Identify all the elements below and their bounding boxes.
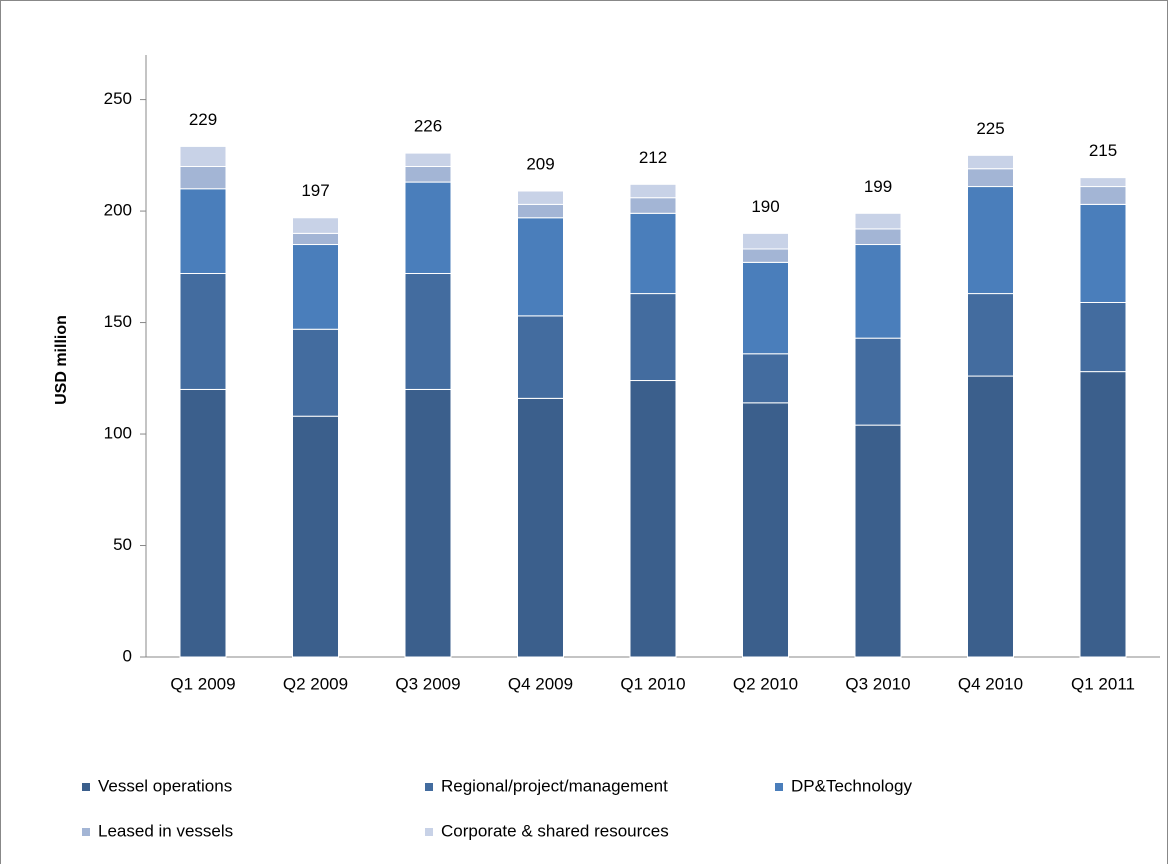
bar-segment [404, 388, 452, 658]
bar-segment [967, 375, 1014, 658]
bar-segment [742, 232, 789, 250]
total-label: 229 [189, 110, 217, 129]
x-tick-label: Q4 2010 [958, 674, 1023, 693]
y-tick-label: 0 [123, 646, 132, 665]
bar-segment [517, 217, 564, 317]
bar-segment [629, 183, 677, 199]
bar-segment [967, 186, 1014, 295]
x-tick-label: Q4 2009 [508, 674, 573, 693]
bar-segment [967, 293, 1014, 377]
bar-segment [404, 152, 452, 167]
bar-segment [1079, 301, 1127, 373]
bar-segment [629, 197, 677, 214]
bar-segment [742, 261, 789, 355]
total-label: 226 [414, 117, 442, 136]
bar-segment [967, 154, 1014, 170]
bar-segment [404, 181, 452, 275]
legend-swatch [82, 783, 90, 791]
total-label: 215 [1089, 141, 1117, 160]
bar-segment [854, 424, 902, 658]
legend-label: Corporate & shared resources [441, 821, 669, 840]
bar-segment [742, 353, 789, 404]
bar-segment [517, 315, 564, 399]
bar-segment [629, 380, 677, 658]
bar-segment [292, 244, 339, 330]
legend-label: Regional/project/management [441, 776, 668, 795]
bar-segment [854, 228, 902, 246]
bar-segment [854, 212, 902, 230]
bar-segment [292, 328, 339, 417]
bar-segment [179, 145, 227, 167]
y-axis-label: USD million [53, 315, 70, 405]
bar-segment [179, 188, 227, 275]
total-label: 197 [301, 181, 329, 200]
x-tick-label: Q2 2010 [733, 674, 798, 693]
legend-swatch [425, 783, 433, 791]
bar-segment [179, 165, 227, 190]
y-tick-label: 50 [113, 535, 132, 554]
bar-segment [404, 273, 452, 390]
bar-segment [292, 415, 339, 658]
bar-segment [517, 190, 564, 205]
bar-segment [292, 217, 339, 234]
y-tick-label: 150 [104, 312, 132, 331]
x-tick-label: Q1 2010 [620, 674, 685, 693]
bar-segment [179, 273, 227, 390]
bar-segment [517, 397, 564, 658]
bar-segment [1079, 186, 1127, 205]
bar-segment [517, 203, 564, 219]
bar-segment [1079, 371, 1127, 658]
legend-swatch [775, 783, 783, 791]
legend-label: DP&Technology [791, 776, 912, 795]
bar-segment [742, 402, 789, 658]
bar-segment [854, 337, 902, 426]
x-tick-label: Q1 2009 [170, 674, 235, 693]
bar-segment [1079, 177, 1127, 188]
x-tick-label: Q3 2010 [845, 674, 910, 693]
x-tick-label: Q2 2009 [283, 674, 348, 693]
total-label: 209 [526, 154, 554, 173]
y-tick-label: 200 [104, 201, 132, 220]
bar-segment [629, 212, 677, 295]
total-label: 212 [639, 148, 667, 167]
total-label: 190 [751, 197, 779, 216]
legend-swatch [82, 828, 90, 836]
legend-label: Vessel operations [98, 776, 232, 795]
bar-segment [967, 168, 1014, 188]
bar-segment [854, 244, 902, 339]
bar-segment [1079, 203, 1127, 303]
bar-segment [742, 248, 789, 263]
legend-label: Leased in vessels [98, 821, 233, 840]
bar-segment [629, 293, 677, 382]
x-tick-label: Q3 2009 [395, 674, 460, 693]
total-label: 199 [864, 177, 892, 196]
total-label: 225 [976, 119, 1004, 138]
y-tick-label: 250 [104, 89, 132, 108]
bar-segment [179, 388, 227, 658]
legend-swatch [425, 828, 433, 836]
bar-segment [292, 232, 339, 246]
bar-segment [404, 165, 452, 183]
y-tick-label: 100 [104, 424, 132, 443]
x-tick-label: Q1 2011 [1071, 674, 1135, 693]
